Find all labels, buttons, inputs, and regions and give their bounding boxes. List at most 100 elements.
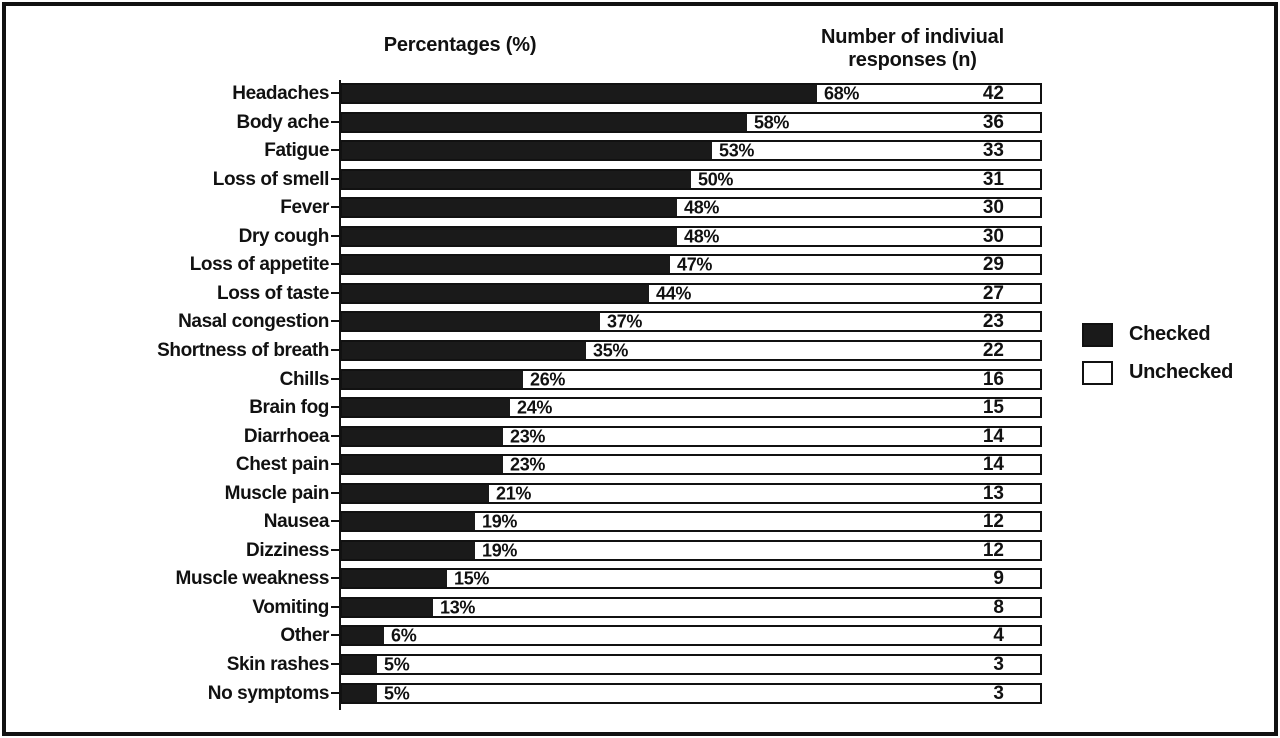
count-label: 15 <box>982 396 1004 418</box>
percent-label: 6% <box>391 625 417 645</box>
percent-label: 5% <box>384 683 410 703</box>
bar-fill-checked <box>342 171 691 188</box>
response-bar: 19% 12 <box>340 511 1042 532</box>
percent-label: 13% <box>440 597 476 617</box>
count-label: 14 <box>982 453 1004 475</box>
axis-tick <box>331 692 340 694</box>
chart-row: Muscle pain 21% 13 <box>0 483 1042 504</box>
response-bar: 6% 4 <box>340 625 1042 646</box>
response-bar: 5% 3 <box>340 683 1042 704</box>
axis-tick <box>331 634 340 636</box>
bar-fill-checked <box>342 256 670 273</box>
axis-tick <box>331 121 340 123</box>
chart-row: Chills 26% 16 <box>0 369 1042 390</box>
bar-fill-checked <box>342 685 377 702</box>
category-label: Fever <box>280 197 329 218</box>
chart-row: Loss of taste 44% 27 <box>0 283 1042 304</box>
count-label: 30 <box>982 196 1004 218</box>
category-label: Nasal congestion <box>178 311 329 332</box>
percent-label: 35% <box>593 340 629 360</box>
axis-tick <box>331 406 340 408</box>
category-label: Loss of taste <box>217 283 329 304</box>
category-label: Dry cough <box>238 226 330 247</box>
category-label: Vomiting <box>252 597 329 618</box>
bar-fill-checked <box>342 142 712 159</box>
axis-tick <box>331 92 340 94</box>
axis-tick <box>331 349 340 351</box>
count-label: 3 <box>993 653 1004 675</box>
category-label: Muscle pain <box>224 483 330 504</box>
chart-row: Loss of appetite 47% 29 <box>0 254 1042 275</box>
percent-label: 50% <box>698 169 734 189</box>
bar-fill-checked <box>342 199 677 216</box>
category-label: Body ache <box>236 112 330 133</box>
count-label: 30 <box>982 225 1004 247</box>
count-label: 13 <box>982 482 1004 504</box>
bar-fill-checked <box>342 342 586 359</box>
bar-fill-checked <box>342 656 377 673</box>
count-label: 4 <box>993 624 1004 646</box>
percent-label: 44% <box>656 283 692 303</box>
percent-label: 53% <box>719 140 755 160</box>
category-label: Loss of appetite <box>189 254 330 275</box>
response-bar: 26% 16 <box>340 369 1042 390</box>
chart-row: Nausea 19% 12 <box>0 511 1042 532</box>
axis-tick <box>331 378 340 380</box>
unchecked-swatch-icon <box>1082 360 1113 385</box>
count-label: 31 <box>982 168 1004 190</box>
responses-axis-title-line2: responses (n) <box>848 49 977 71</box>
axis-tick <box>331 577 340 579</box>
category-label: Loss of smell <box>212 169 330 190</box>
count-label: 42 <box>982 82 1004 104</box>
bar-fill-checked <box>342 542 475 559</box>
response-bar: 23% 14 <box>340 454 1042 475</box>
axis-tick <box>331 492 340 494</box>
chart-row: Muscle weakness 15% 9 <box>0 568 1042 589</box>
axis-tick <box>331 663 340 665</box>
axis-tick <box>331 206 340 208</box>
chart-row: Shortness of breath 35% 22 <box>0 340 1042 361</box>
response-bar: 48% 30 <box>340 226 1042 247</box>
bar-fill-checked <box>342 228 677 245</box>
legend-label-unchecked: Unchecked <box>1129 361 1234 383</box>
bar-fill-checked <box>342 627 384 644</box>
chart-row: Nasal congestion 37% 23 <box>0 311 1042 332</box>
category-label: Nausea <box>263 511 330 532</box>
count-label: 16 <box>982 368 1004 390</box>
percent-label: 58% <box>754 112 790 132</box>
bar-fill-checked <box>342 85 817 102</box>
percent-label: 21% <box>496 483 532 503</box>
chart-row: Other 6% 4 <box>0 625 1042 646</box>
percent-label: 26% <box>530 369 566 389</box>
axis-tick <box>331 149 340 151</box>
response-bar: 24% 15 <box>340 397 1042 418</box>
category-label: Shortness of breath <box>157 340 329 361</box>
checked-swatch-icon <box>1082 322 1113 347</box>
response-bar: 68% 42 <box>340 83 1042 104</box>
bar-fill-checked <box>342 513 475 530</box>
count-label: 8 <box>993 596 1004 618</box>
axis-tick <box>331 178 340 180</box>
responses-axis-title-line1: Number of indiviual <box>821 26 1004 48</box>
legend-row-checked: Checked <box>1082 322 1233 347</box>
count-label: 33 <box>982 139 1004 161</box>
bar-fill-checked <box>342 428 503 445</box>
response-bar: 37% 23 <box>340 311 1042 332</box>
axis-tick <box>331 606 340 608</box>
response-bar: 44% 27 <box>340 283 1042 304</box>
percent-label: 24% <box>517 397 553 417</box>
bar-fill-checked <box>342 313 600 330</box>
bar-fill-checked <box>342 570 447 587</box>
percent-label: 48% <box>684 197 720 217</box>
legend-row-unchecked: Unchecked <box>1082 360 1233 385</box>
legend: Checked Unchecked <box>1082 322 1233 398</box>
chart-row: Brain fog 24% 15 <box>0 397 1042 418</box>
count-label: 27 <box>982 282 1004 304</box>
axis-tick <box>331 263 340 265</box>
category-label: Dizziness <box>246 540 329 561</box>
bar-fill-checked <box>342 285 649 302</box>
chart-row: Fatigue 53% 33 <box>0 140 1042 161</box>
count-label: 29 <box>982 253 1004 275</box>
bar-fill-checked <box>342 371 523 388</box>
